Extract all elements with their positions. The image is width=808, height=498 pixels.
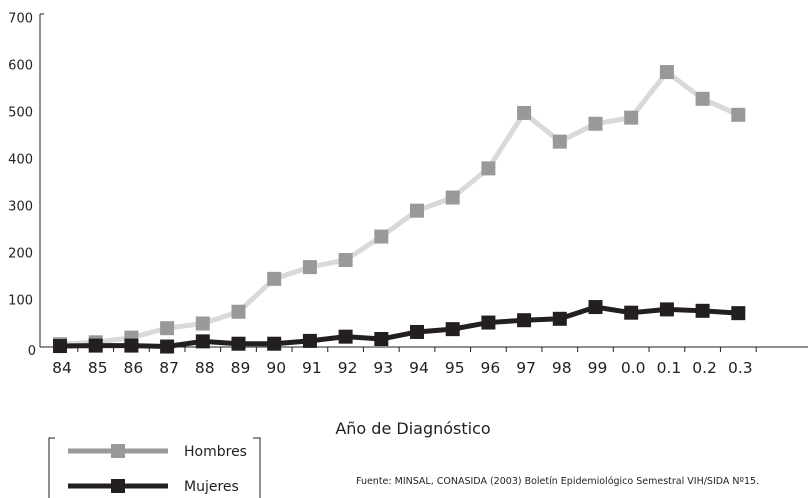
- data-point: [195, 334, 210, 349]
- legend-marker: [111, 444, 125, 458]
- x-tick-label: 98: [552, 359, 572, 377]
- x-axis-label: Año de Diagnóstico: [335, 419, 490, 438]
- x-axis-ticks: 84 85 86 87 88 89 90 91 92 93 94 95 96 97 98 99 0.0 0.1 0.…: [52, 347, 757, 377]
- data-point: [445, 322, 460, 337]
- x-tick-label: 97: [516, 359, 536, 377]
- chart-axes: [39, 13, 808, 348]
- data-point: [338, 329, 353, 344]
- data-point: [267, 336, 282, 351]
- y-tick-label: 700: [8, 12, 33, 27]
- data-point: [374, 332, 389, 347]
- data-point: [552, 134, 567, 149]
- legend: Hombres Mujeres: [48, 437, 261, 498]
- y-tick-label: 300: [8, 200, 33, 215]
- x-tick-label: 90: [266, 359, 286, 377]
- x-tick-label: 84: [52, 359, 72, 377]
- x-tick-label: 91: [302, 359, 322, 377]
- x-tick-label: 87: [159, 359, 179, 377]
- x-tick-label: 0.3: [728, 359, 753, 377]
- legend-item-mujeres: Mujeres: [68, 479, 239, 495]
- data-point: [695, 91, 710, 106]
- legend-bracket-left: [48, 437, 55, 498]
- data-point: [588, 116, 603, 131]
- series-hombres: [53, 65, 746, 352]
- data-point: [374, 229, 389, 244]
- data-point: [481, 161, 496, 176]
- data-point: [445, 190, 460, 205]
- data-point: [588, 300, 603, 315]
- data-point: [659, 65, 674, 80]
- x-tick-label: 0.1: [657, 359, 682, 377]
- data-point: [410, 324, 424, 339]
- x-tick-label: 92: [338, 359, 358, 377]
- data-point: [302, 333, 317, 348]
- y-tick-label: 0: [28, 344, 36, 359]
- data-point: [302, 260, 317, 275]
- source-note: Fuente: MINSAL, CONASIDA (2003) Boletín …: [356, 476, 759, 487]
- data-point: [659, 302, 674, 317]
- data-point: [88, 338, 103, 353]
- data-point: [481, 315, 496, 330]
- y-tick-label: 200: [8, 247, 33, 262]
- legend-bracket-right: [253, 437, 261, 498]
- x-tick-label: 93: [373, 359, 393, 377]
- legend-marker: [111, 479, 125, 493]
- x-tick-label: 85: [88, 359, 108, 377]
- data-point: [231, 336, 246, 351]
- y-axis-ticks: 0 100 200 300 400 500 600 700: [8, 12, 36, 360]
- data-point: [517, 105, 532, 120]
- data-point: [552, 311, 567, 326]
- y-tick-label: 600: [8, 59, 33, 74]
- data-point: [124, 338, 139, 353]
- y-tick-label: 100: [8, 294, 33, 309]
- x-tick-label: 0.2: [692, 359, 717, 377]
- data-point: [53, 339, 67, 354]
- data-point: [160, 339, 175, 354]
- data-point: [695, 303, 710, 318]
- x-tick-label: 95: [445, 359, 465, 377]
- x-tick-label: 89: [231, 359, 251, 377]
- data-point: [338, 253, 353, 268]
- data-point: [624, 110, 639, 125]
- data-point: [160, 321, 175, 336]
- data-point: [517, 313, 532, 328]
- x-tick-label: 86: [124, 359, 144, 377]
- data-point: [231, 304, 246, 319]
- data-point: [267, 271, 282, 286]
- x-tick-label: 94: [409, 359, 429, 377]
- series-layer: [53, 65, 746, 354]
- y-tick-label: 400: [8, 153, 33, 168]
- data-point: [624, 305, 639, 320]
- data-point: [731, 107, 746, 122]
- series-mujeres: [53, 300, 746, 354]
- data-point: [731, 306, 746, 321]
- data-point: [410, 203, 424, 218]
- legend-label: Mujeres: [184, 479, 239, 495]
- data-point: [195, 316, 210, 331]
- legend-item-hombres: Hombres: [68, 444, 247, 460]
- x-tick-label: 88: [195, 359, 215, 377]
- x-tick-label: 0.0: [621, 359, 646, 377]
- y-tick-label: 500: [8, 106, 33, 121]
- x-tick-label: 99: [588, 359, 608, 377]
- x-tick-label: 96: [481, 359, 501, 377]
- legend-label: Hombres: [184, 444, 247, 460]
